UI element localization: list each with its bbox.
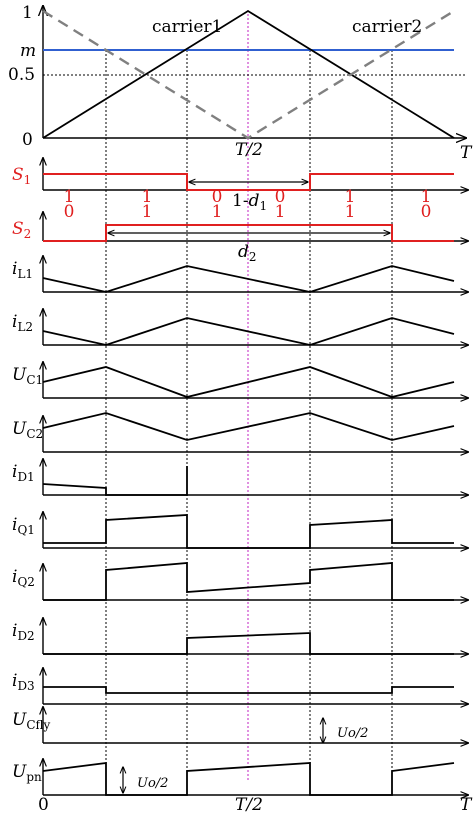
bottom-zero-label: 0 bbox=[38, 795, 49, 814]
waveform-row-q2: iQ2 bbox=[12, 562, 468, 601]
one-minus-d1-label: 1-d1 bbox=[232, 191, 267, 213]
carrier2-label: carrier2 bbox=[352, 17, 422, 37]
waveform-d2 bbox=[43, 632, 454, 655]
waveform-row-d1: iD1 bbox=[12, 459, 468, 495]
uo-half-label-2: Uo/2 bbox=[137, 776, 168, 791]
carrier-panel: 1 m 0.5 0 carrier1 carrier2 T/2 T bbox=[8, 3, 473, 163]
bottom-axis-labels: 0 T/2 T bbox=[38, 795, 473, 814]
waveform-c2 bbox=[42, 412, 455, 441]
half-period-label: T/2 bbox=[235, 140, 263, 160]
s2-waveform bbox=[43, 224, 454, 242]
waveform-label-l1: iL1 bbox=[12, 259, 33, 281]
state-4-bottom: 1 bbox=[275, 202, 286, 222]
uo-half-label-1: Uo/2 bbox=[337, 726, 368, 741]
y-tick-half: 0.5 bbox=[8, 65, 35, 85]
waveform-row-q1: iQ1 bbox=[12, 512, 468, 548]
period-label: T bbox=[460, 143, 473, 163]
y-tick-m: m bbox=[20, 41, 36, 61]
waveform-label-pn: Upn bbox=[12, 762, 42, 784]
waveform-rows: iL1 iL2 UC1 UC2 iD1 iQ1 iQ2 iD2 iD3 UCfly Upn bbox=[12, 256, 468, 795]
d2-label: d2 bbox=[238, 242, 257, 264]
waveform-label-l2: iL2 bbox=[12, 312, 33, 334]
state-5-bottom: 1 bbox=[345, 202, 356, 222]
waveform-row-l2: iL2 bbox=[12, 309, 468, 345]
bottom-period-label: T bbox=[460, 795, 473, 814]
waveform-row-c2: UC2 bbox=[12, 412, 468, 452]
s1-label: S1 bbox=[12, 165, 31, 187]
state-6-bottom: 0 bbox=[421, 202, 432, 222]
waveform-label-q1: iQ1 bbox=[12, 515, 35, 537]
guide-lines bbox=[105, 10, 393, 780]
waveform-pn bbox=[42, 761, 455, 796]
waveform-q2 bbox=[43, 562, 454, 601]
state-2-top: 1 bbox=[142, 187, 153, 207]
waveform-label-d1: iD1 bbox=[12, 462, 35, 484]
waveform-label-c1: UC1 bbox=[12, 365, 43, 387]
waveform-q1 bbox=[43, 514, 454, 549]
state-3-top: 0 bbox=[212, 187, 223, 207]
bottom-half-period-label: T/2 bbox=[235, 795, 263, 814]
waveform-row-pn: Upn bbox=[12, 759, 468, 795]
s2-label: S2 bbox=[12, 219, 31, 241]
waveform-d3 bbox=[43, 686, 454, 694]
state-4-top: 0 bbox=[275, 187, 286, 207]
state-1-top: 1 bbox=[64, 187, 75, 207]
waveform-label-cfly: UCfly bbox=[12, 710, 51, 732]
waveform-row-d2: iD2 bbox=[12, 618, 468, 654]
switching-states: 1 0 1 1 0 1 0 1 1 1 1 0 bbox=[64, 187, 432, 222]
carrier2-triangle bbox=[42, 9, 455, 140]
s2-panel: S2 d2 bbox=[12, 212, 468, 264]
waveform-label-q2: iQ2 bbox=[12, 567, 35, 589]
waveform-row-c1: UC1 bbox=[12, 362, 468, 398]
s1-panel: S1 1-d1 bbox=[12, 158, 468, 213]
state-2-bottom: 1 bbox=[142, 202, 153, 222]
carrier1-triangle bbox=[42, 9, 455, 139]
state-1-bottom: 0 bbox=[64, 202, 75, 222]
waveform-row-l1: iL1 bbox=[12, 256, 468, 292]
state-3-bottom: 1 bbox=[212, 202, 223, 222]
waveform-row-cfly: UCfly bbox=[12, 707, 468, 743]
uo-half-annotations: Uo/2 Uo/2 bbox=[123, 718, 368, 793]
y-tick-zero: 0 bbox=[22, 130, 33, 150]
waveform-d1 bbox=[42, 466, 188, 496]
waveform-label-d3: iD3 bbox=[12, 671, 35, 693]
waveform-label-c2: UC2 bbox=[12, 419, 43, 441]
waveform-l2 bbox=[42, 317, 455, 346]
waveform-c1 bbox=[42, 366, 455, 398]
carrier1-label: carrier1 bbox=[152, 17, 222, 37]
waveform-row-d3: iD3 bbox=[12, 668, 468, 704]
y-tick-one: 1 bbox=[22, 3, 33, 23]
waveform-label-d2: iD2 bbox=[12, 621, 35, 643]
state-6-top: 1 bbox=[421, 187, 432, 207]
waveform-l1 bbox=[42, 265, 455, 293]
state-5-top: 1 bbox=[345, 187, 356, 207]
s1-waveform bbox=[43, 173, 454, 191]
